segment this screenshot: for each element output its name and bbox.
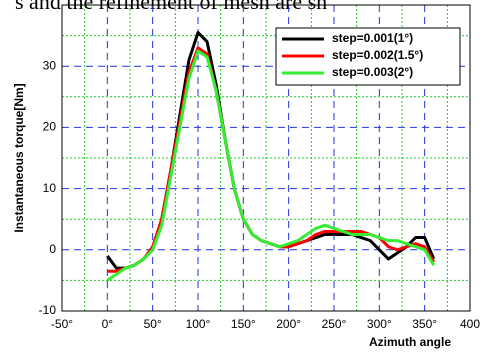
series-line — [106, 49, 436, 282]
y-tick-label: 10 — [43, 181, 57, 195]
legend-label: step=0.001(1°) — [332, 31, 413, 45]
legend-label: step=0.003(2°) — [332, 65, 413, 79]
y-tick-label: 20 — [43, 120, 57, 134]
y-tick-label: -10 — [39, 303, 57, 317]
x-tick-label: 0° — [102, 317, 114, 331]
header-text: s and the refinement of mesh are sh — [15, 0, 327, 14]
y-tick-label: 30 — [43, 58, 57, 72]
x-axis-label: Azimuth angle — [369, 335, 451, 349]
x-tick-label: 200° — [276, 317, 301, 331]
x-tick-label: 150° — [231, 317, 256, 331]
plot-frame — [61, 4, 471, 312]
legend-label: step=0.002(1.5°) — [332, 48, 423, 62]
y-tick-label: 0 — [49, 242, 56, 256]
x-tick-label: 250° — [322, 317, 347, 331]
x-tick-label: 50° — [144, 317, 162, 331]
x-tick-label: 400 — [460, 317, 480, 331]
x-tick-label: 350° — [412, 317, 437, 331]
x-tick-label: -50° — [51, 317, 73, 331]
x-tick-label: 300° — [367, 317, 392, 331]
y-axis-label: Instantaneous torque[Nm] — [12, 83, 26, 232]
x-tick-label: 100° — [186, 317, 211, 331]
